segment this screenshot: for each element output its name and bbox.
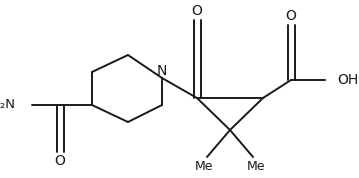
Text: Me: Me bbox=[247, 159, 265, 172]
Text: N: N bbox=[157, 64, 167, 78]
Text: OH: OH bbox=[337, 73, 358, 87]
Text: O: O bbox=[55, 154, 65, 168]
Text: O: O bbox=[285, 9, 297, 23]
Text: Me: Me bbox=[195, 159, 213, 172]
Text: O: O bbox=[192, 4, 202, 18]
Text: H₂N: H₂N bbox=[0, 98, 16, 111]
